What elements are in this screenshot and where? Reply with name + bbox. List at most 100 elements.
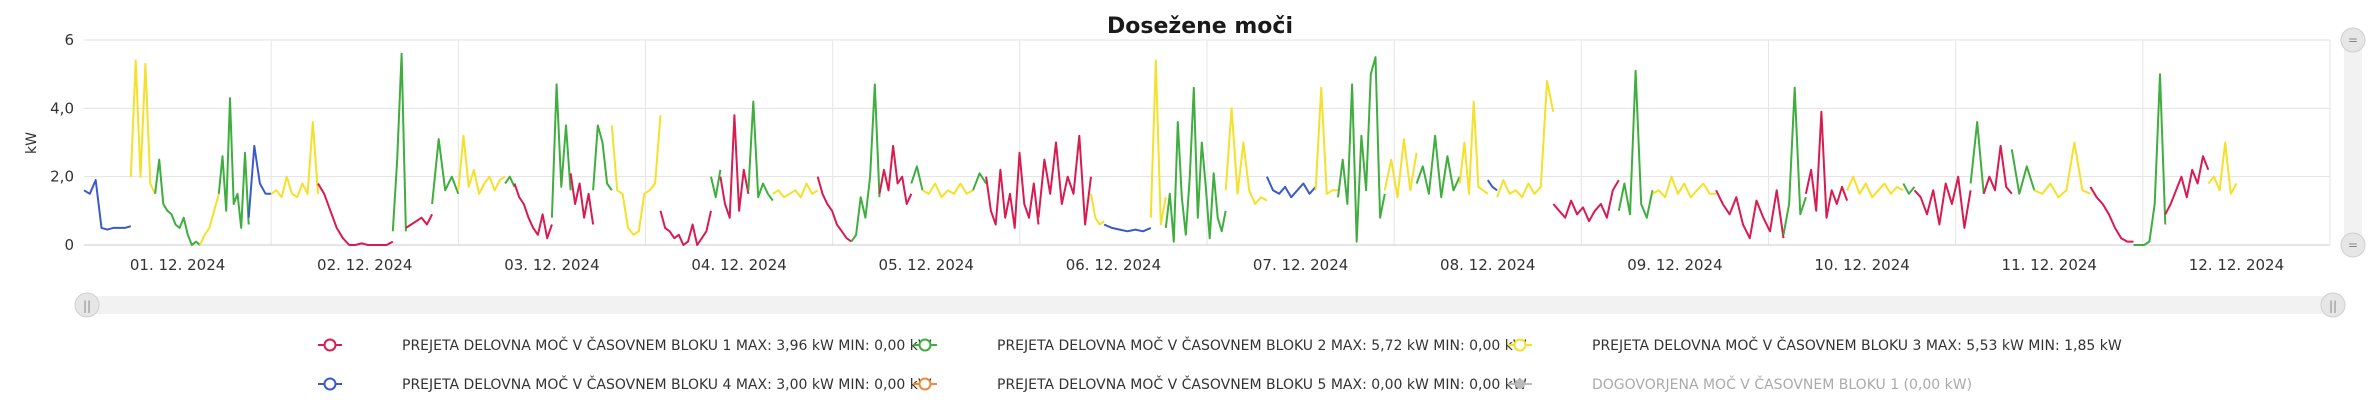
y-tick-label: 6	[64, 31, 74, 49]
chart-title: Dosežene moči	[1107, 14, 1293, 39]
series-line-b3	[1652, 175, 1717, 199]
legend-label: PREJETA DELOVNA MOČ V ČASOVNEM BLOKU 4 M…	[402, 375, 932, 393]
legend-marker-icon	[1515, 379, 1525, 389]
y-tick-label: 2,0	[50, 168, 74, 186]
series-line-b2	[154, 158, 201, 246]
series-line-b1	[659, 210, 712, 246]
y-axis-label: kW	[24, 132, 40, 154]
series-line-b1	[878, 144, 913, 205]
legend-item-dog[interactable]: DOGOVORJENA MOČ V ČASOVNEM BLOKU 1 (0,00…	[1508, 375, 1972, 393]
vertical-zoom-top-handle[interactable]	[2340, 27, 2366, 53]
series-line-b1	[1552, 179, 1620, 223]
series-line-b3	[2207, 141, 2238, 195]
series-line-b1	[1804, 110, 1849, 219]
x-tick-label: 02. 12. 2024	[317, 256, 412, 274]
series-line-b2	[2133, 73, 2167, 246]
grid	[84, 39, 2331, 246]
series-line-b1	[2089, 186, 2134, 243]
legend-item-b1[interactable]: PREJETA DELOVNA MOČ V ČASOVNEM BLOKU 1 M…	[318, 336, 932, 354]
vertical-zoom[interactable]: = =	[2340, 27, 2366, 258]
series-line-b2	[710, 169, 722, 199]
navigator-right-grip-icon: ||	[2329, 299, 2337, 313]
series-line-b3	[1224, 107, 1268, 205]
series-line-b2	[431, 138, 460, 205]
x-axis-ticks: 01. 12. 2024 02. 12. 2024 03. 12. 2024 04. …	[130, 256, 2284, 274]
vertical-zoom-bottom-handle[interactable]	[2340, 232, 2366, 258]
legend-marker-icon	[918, 377, 932, 391]
series-line-b3	[1149, 59, 1167, 226]
legend-marker-icon	[1513, 338, 1527, 352]
legend-item-b5[interactable]: PREJETA DELOVNA MOČ V ČASOVNEM BLOKU 5 M…	[913, 375, 1527, 393]
legend-label: PREJETA DELOVNA MOČ V ČASOVNEM BLOKU 3 M…	[1592, 336, 2122, 354]
series-line-b2	[504, 175, 516, 188]
series-line-b4	[1265, 176, 1317, 199]
series-line-b1	[1913, 175, 1972, 229]
legend-marker-icon	[918, 338, 932, 352]
series-line-b1	[985, 151, 1040, 229]
series-line-b1	[317, 182, 394, 246]
legend-marker-icon	[323, 338, 337, 352]
series-line-b2	[1164, 86, 1227, 243]
x-tick-label: 08. 12. 2024	[1440, 256, 1535, 274]
legend-marker-icon	[323, 377, 337, 391]
series-line-b3	[772, 182, 819, 199]
x-tick-label: 03. 12. 2024	[504, 256, 599, 274]
vertical-zoom-bottom-grip-icon: =	[2348, 238, 2358, 252]
series-line-b3	[270, 121, 319, 199]
series-line-b1	[816, 176, 852, 243]
x-tick-label: 04. 12. 2024	[691, 256, 786, 274]
series-line-b4	[1103, 223, 1152, 233]
x-tick-label: 10. 12. 2024	[1814, 256, 1909, 274]
series-line-b2	[592, 124, 613, 191]
legend-label: PREJETA DELOVNA MOČ V ČASOVNEM BLOKU 1 M…	[402, 336, 932, 354]
series-line-b3	[1458, 100, 1489, 195]
legend-label: PREJETA DELOVNA MOČ V ČASOVNEM BLOKU 5 M…	[997, 375, 1527, 393]
navigator-right-handle[interactable]	[2320, 292, 2346, 318]
x-tick-label: 09. 12. 2024	[1627, 256, 1722, 274]
navigator-left-grip-icon: ||	[83, 299, 91, 313]
series-line-b3	[1383, 138, 1418, 199]
navigator[interactable]: || ||	[74, 292, 2346, 318]
series-line-b1	[405, 213, 433, 229]
series-line-b2	[747, 100, 774, 202]
series-line-b2	[1617, 69, 1654, 219]
series-line-b3	[1090, 193, 1105, 226]
series-line-b1	[1982, 144, 2013, 195]
series-line-b4	[247, 144, 272, 218]
legend-item-b4[interactable]: PREJETA DELOVNA MOČ V ČASOVNEM BLOKU 4 M…	[318, 375, 932, 393]
series-line-b3	[1314, 86, 1338, 195]
series-line-b2	[1782, 86, 1807, 235]
legend-label: PREJETA DELOVNA MOČ V ČASOVNEM BLOKU 2 M…	[997, 336, 1527, 354]
series-line-b2	[972, 172, 987, 191]
series-line-b2	[910, 165, 924, 191]
series-line-b2	[1337, 56, 1386, 243]
x-tick-label: 06. 12. 2024	[1066, 256, 1161, 274]
series-line-b1	[1037, 134, 1092, 226]
y-tick-label: 4,0	[50, 99, 74, 117]
series-line-b4	[83, 179, 132, 231]
navigator-track[interactable]	[84, 296, 2334, 314]
series-line-b3	[457, 134, 506, 195]
series-line-b2	[1415, 134, 1461, 199]
legend-item-b2[interactable]: PREJETA DELOVNA MOČ V ČASOVNEM BLOKU 2 M…	[913, 336, 1527, 354]
series-line-b1	[2164, 155, 2210, 215]
navigator-left-handle[interactable]	[74, 292, 100, 318]
series-line-b3	[610, 115, 662, 236]
x-tick-label: 05. 12. 2024	[879, 256, 974, 274]
x-tick-label: 01. 12. 2024	[130, 256, 225, 274]
vertical-zoom-track[interactable]	[2344, 40, 2362, 245]
series-line-b3	[922, 182, 974, 199]
series-line-b2	[850, 83, 881, 243]
series-line-b2	[217, 97, 250, 229]
series-line-b2	[1902, 183, 1916, 195]
series-layer	[83, 52, 2238, 246]
vertical-zoom-top-grip-icon: =	[2348, 33, 2358, 47]
legend: PREJETA DELOVNA MOČ V ČASOVNEM BLOKU 1 M…	[318, 336, 2122, 393]
series-line-b2	[2010, 149, 2036, 195]
series-line-b2	[550, 83, 572, 218]
series-line-b3	[1846, 175, 1904, 199]
series-line-b3	[1496, 80, 1555, 199]
legend-item-b3[interactable]: PREJETA DELOVNA MOČ V ČASOVNEM BLOKU 3 M…	[1508, 336, 2122, 354]
series-line-b4	[1486, 179, 1498, 192]
